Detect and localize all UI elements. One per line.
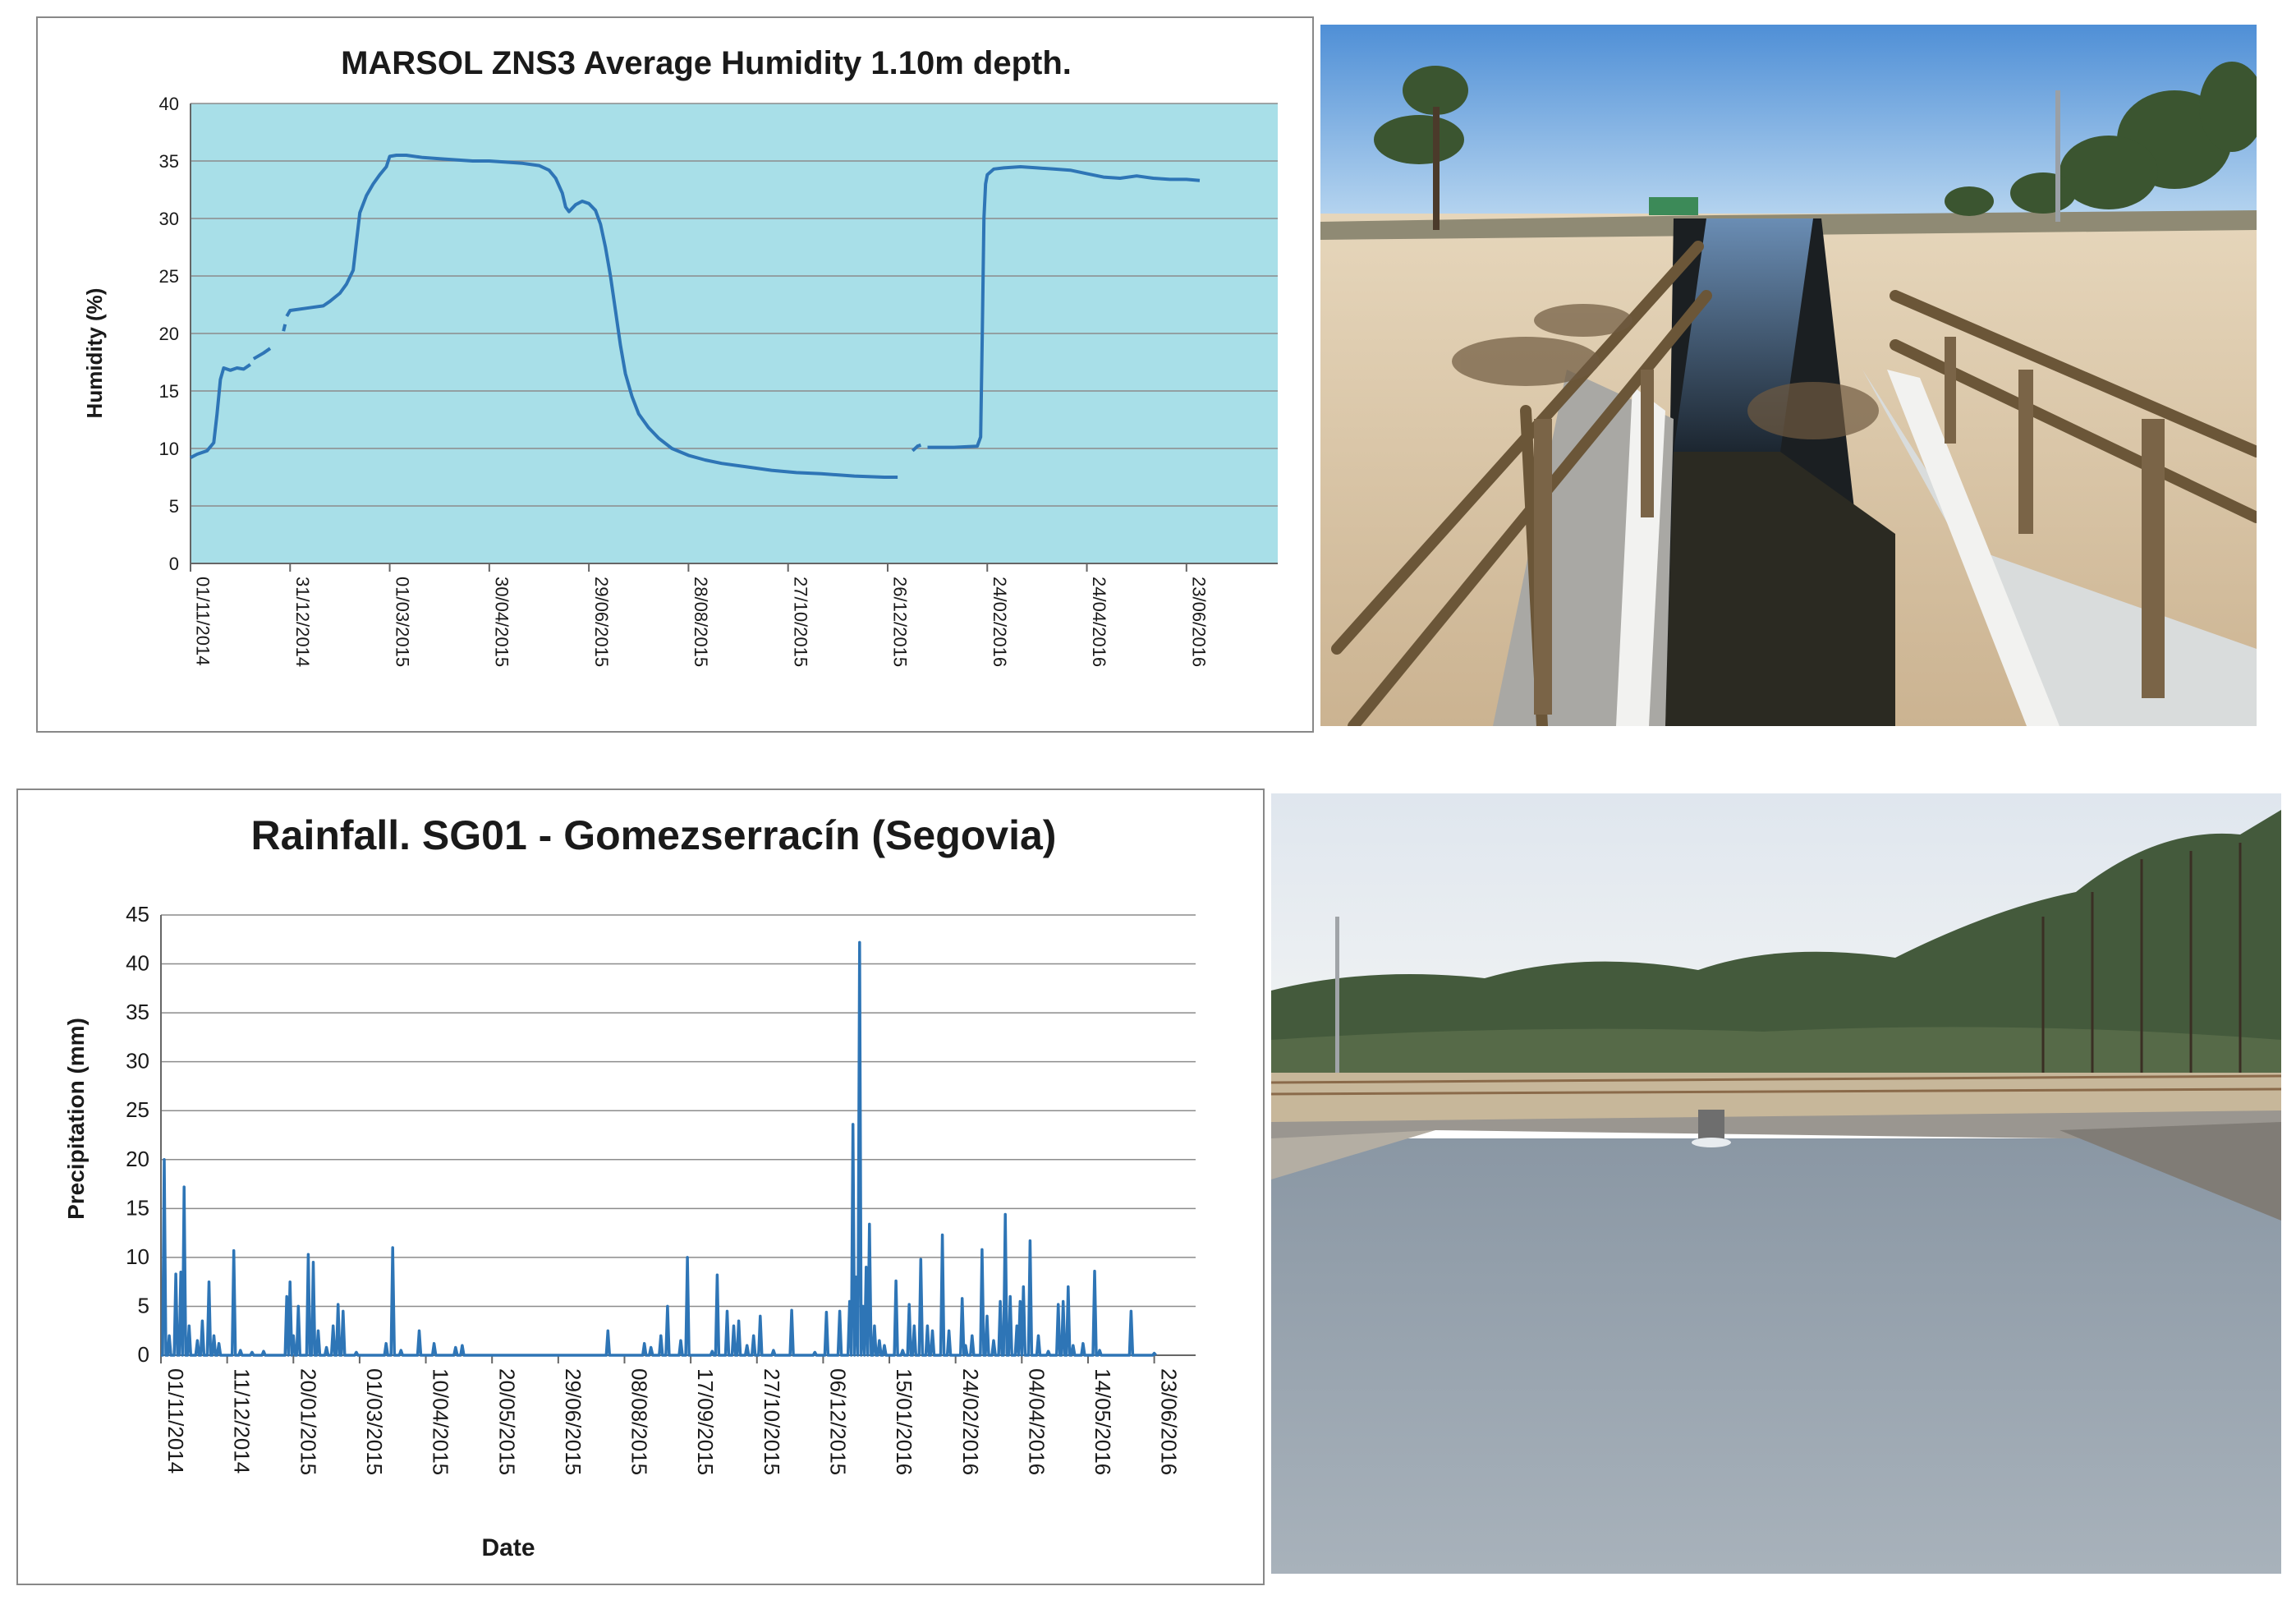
y-tick-label: 30 [126,1049,149,1074]
series-line-segment [927,165,1201,449]
humidity-chart-panel: MARSOL ZNS3 Average Humidity 1.10m depth… [36,16,1314,733]
x-tick-label: 10/04/2015 [429,1368,453,1475]
x-tick-label: 20/05/2015 [494,1368,519,1475]
y-tick-label: 35 [126,1000,149,1024]
x-tick-label: 01/03/2015 [392,577,412,667]
y-tick-label: 5 [138,1293,149,1317]
y-tick-label: 40 [159,94,179,114]
y-tick-label: 40 [126,951,149,976]
rainfall-chart-title: Rainfall. SG01 - Gomezserracín (Segovia) [251,812,1057,858]
humidity-chart: MARSOL ZNS3 Average Humidity 1.10m depth… [82,45,1278,667]
humidity-y-axis-label: Humidity (%) [82,288,107,419]
rainfall-x-axis-label: Date [481,1534,535,1561]
y-tick-label: 30 [159,209,179,229]
x-tick-label: 01/11/2014 [193,577,214,665]
x-tick-label: 29/06/2015 [561,1368,585,1475]
plot-area [161,915,1196,1355]
y-tick-label: 45 [126,902,149,926]
x-tick-label: 28/08/2015 [691,577,711,667]
x-tick-label: 01/11/2014 [163,1368,188,1474]
x-tick-label: 04/04/2016 [1024,1368,1049,1475]
precipitation-series-line [161,940,1157,1357]
x-tick-label: 23/06/2016 [1157,1368,1182,1475]
y-tick-label: 10 [126,1244,149,1269]
y-tick-label: 25 [126,1097,149,1122]
x-tick-label: 26/12/2015 [890,577,911,667]
canal-photo [1320,25,2257,726]
series-line-segment [190,363,251,459]
x-tick-label: 31/12/2014 [292,577,313,667]
rainfall-chart: Rainfall. SG01 - Gomezserracín (Segovia)… [63,812,1196,1561]
x-tick-label: 24/02/2016 [958,1368,983,1475]
y-tick-label: 25 [159,266,179,287]
x-tick-label: 15/01/2016 [892,1368,916,1475]
y-tick-label: 10 [159,439,179,459]
x-tick-label: 27/10/2015 [760,1368,784,1475]
x-tick-label: 27/10/2015 [790,577,810,667]
pond-photo [1271,793,2281,1574]
x-tick-label: 06/12/2015 [826,1368,851,1475]
x-tick-label: 11/12/2014 [230,1368,255,1474]
series-line-segment [252,347,272,361]
rainfall-chart-panel: Rainfall. SG01 - Gomezserracín (Segovia)… [16,789,1265,1585]
y-tick-label: 20 [159,324,179,344]
series-line-segment [911,443,922,453]
x-tick-label: 01/03/2015 [362,1368,387,1475]
x-tick-label: 23/06/2016 [1189,577,1210,667]
y-tick-label: 15 [159,381,179,402]
x-tick-label: 20/01/2015 [296,1368,320,1475]
x-tick-label: 24/04/2016 [1089,577,1109,667]
y-tick-label: 20 [126,1147,149,1171]
series-line-segment [282,324,287,332]
x-tick-label: 14/05/2016 [1091,1368,1115,1475]
y-tick-label: 35 [159,151,179,172]
canal-photo-image [1320,25,2257,726]
humidity-chart-title: MARSOL ZNS3 Average Humidity 1.10m depth… [341,45,1072,81]
x-tick-label: 17/09/2015 [693,1368,718,1475]
y-tick-label: 5 [169,496,179,517]
x-tick-label: 08/08/2015 [627,1368,652,1475]
x-tick-label: 24/02/2016 [990,577,1010,667]
rainfall-y-axis-label: Precipitation (mm) [63,1018,89,1220]
x-tick-label: 29/06/2015 [591,577,612,667]
y-tick-label: 0 [138,1342,149,1367]
series-line-segment [285,154,898,479]
x-tick-label: 30/04/2015 [492,577,512,667]
y-tick-label: 15 [126,1195,149,1220]
pond-photo-image [1271,793,2281,1574]
y-tick-label: 0 [169,554,179,574]
